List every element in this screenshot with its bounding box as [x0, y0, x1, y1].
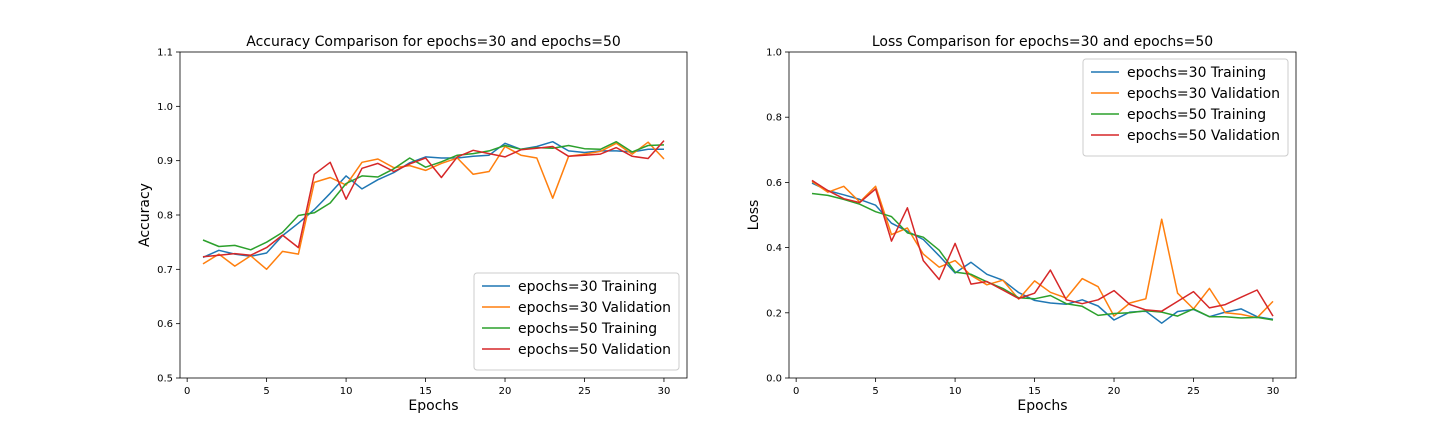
- chart-1-y-tick-label: 0.6: [157, 319, 173, 330]
- chart-1-legend-label-3: epochs=50 Training: [518, 321, 657, 337]
- chart-2-x-tick-label: 25: [1187, 386, 1200, 397]
- chart-2-legend-label-4: epochs=50 Validation: [1127, 128, 1280, 144]
- chart-1-plot-frame: [179, 51, 688, 379]
- chart-1-legend-label-4: epochs=50 Validation: [518, 342, 671, 358]
- chart-2-x-tick-label: 5: [872, 386, 878, 397]
- chart-1-x-tick-label: 5: [263, 386, 269, 397]
- chart-2-y-tick-label: 0.2: [766, 308, 782, 319]
- chart-1-y-tick-label: 0.9: [157, 156, 173, 167]
- chart-1-y-tick-label: 0.7: [157, 265, 173, 276]
- chart-2-series-line-4: [811, 179, 1274, 317]
- chart-2-x-tick-label: 20: [1108, 386, 1121, 397]
- chart-2-x-tick-label: 30: [1267, 386, 1280, 397]
- chart-1-y-axis-label: Accuracy: [137, 183, 153, 247]
- chart-2-x-axis-label: Epochs: [1017, 398, 1067, 414]
- chart-2-x-tick-label: 0: [793, 386, 799, 397]
- chart-1-series-line-2: [202, 141, 665, 271]
- chart-2-y-tick-label: 1.0: [766, 48, 782, 59]
- chart-2-plot-frame: [788, 51, 1297, 379]
- chart-2-title: Loss Comparison for epochs=30 and epochs…: [872, 34, 1213, 50]
- chart-2-legend: epochs=30 Training epochs=30 Validation ep…: [1082, 58, 1289, 157]
- chart-1-y-tick-label: 0.8: [157, 211, 173, 222]
- chart-1-x-axis-label: Epochs: [408, 398, 458, 414]
- chart-2-panel: Loss Comparison for epochs=30 and epochs…: [746, 34, 1297, 414]
- chart-1-x-tick-label: 10: [340, 386, 353, 397]
- chart-1-series-line-1: [202, 140, 664, 259]
- chart-2-y-tick-label: 0.8: [766, 113, 782, 124]
- chart-1-x-tick-label: 30: [658, 386, 671, 397]
- chart-1-legend-box: [473, 272, 680, 371]
- chart-1-legend-label-1: epochs=30 Training: [518, 279, 657, 295]
- chart-1-y-tick-label: 1.0: [157, 102, 173, 113]
- chart-1-x-tick-label: 25: [578, 386, 591, 397]
- chart-2-y-tick-label: 0.4: [766, 243, 782, 254]
- chart-2-legend-label-1: epochs=30 Training: [1127, 65, 1266, 81]
- chart-1-series-line-3: [202, 140, 665, 251]
- chart-1-x-tick-label: 0: [184, 386, 190, 397]
- chart-2-legend-label-2: epochs=30 Validation: [1127, 86, 1280, 102]
- chart-2-x-tick-label: 10: [949, 386, 962, 397]
- chart-2-legend-label-3: epochs=50 Training: [1127, 107, 1266, 123]
- chart-2-y-tick-label: 0.6: [766, 178, 782, 189]
- chart-2-y-tick-label: 0.0: [766, 374, 782, 385]
- chart-2-x-tick-label: 15: [1028, 386, 1041, 397]
- chart-2-y-axis-label: Loss: [746, 200, 762, 231]
- chart-1-series-line-4: [202, 140, 665, 258]
- chart-1-panel: Accuracy Comparison for epochs=30 and ep…: [137, 34, 688, 414]
- chart-1-y-tick-label: 0.5: [157, 374, 173, 385]
- chart-1-x-tick-label: 20: [499, 386, 512, 397]
- chart-2-series-line-3: [811, 192, 1274, 321]
- chart-1-x-tick-label: 15: [419, 386, 432, 397]
- chart-1-y-tick-label: 1.1: [157, 48, 173, 59]
- chart-1-legend-label-2: epochs=30 Validation: [518, 300, 671, 316]
- chart-1-title: Accuracy Comparison for epochs=30 and ep…: [246, 34, 621, 50]
- chart-2-legend-box: [1082, 58, 1289, 157]
- chart-2-series-line-2: [811, 180, 1274, 319]
- chart-1-legend: epochs=30 Training epochs=30 Validation ep…: [473, 272, 680, 371]
